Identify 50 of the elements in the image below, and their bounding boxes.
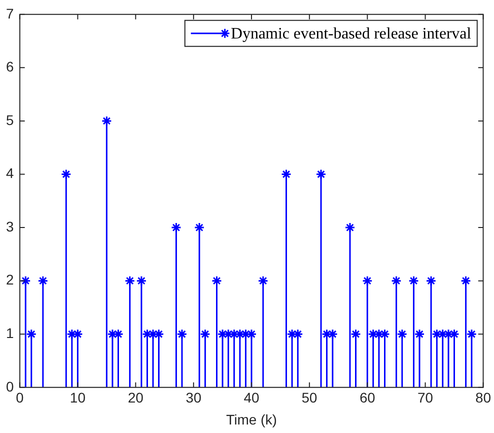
y-tick-label: 3 — [6, 218, 14, 234]
point — [60, 169, 72, 180]
x-tick-label: 60 — [360, 390, 376, 406]
point — [408, 276, 419, 286]
y-tick-label: 4 — [6, 165, 14, 182]
y-tick-label: 5 — [6, 112, 14, 128]
point — [170, 222, 182, 233]
point — [368, 328, 378, 340]
point — [362, 276, 373, 286]
y-tick-label: 2 — [6, 272, 14, 288]
point — [136, 276, 147, 286]
point — [258, 276, 268, 286]
y-tick-label: 6 — [6, 58, 14, 75]
point — [322, 328, 332, 340]
point — [432, 328, 442, 340]
point — [200, 328, 210, 340]
point — [107, 328, 118, 340]
point — [350, 328, 362, 340]
x-tick-label: 50 — [302, 390, 318, 406]
point — [426, 276, 436, 286]
point — [286, 328, 298, 340]
y-tick-label: 1 — [6, 324, 14, 341]
point — [20, 276, 31, 286]
x-tick-label: 40 — [244, 390, 260, 406]
point — [66, 328, 78, 340]
point — [101, 116, 112, 126]
x-tick-label: 0 — [16, 390, 24, 406]
x-tick-label: 70 — [417, 390, 434, 406]
point — [466, 328, 477, 340]
x-tick-label: 10 — [70, 390, 86, 406]
point — [217, 328, 228, 340]
point — [142, 328, 152, 340]
point — [124, 276, 136, 286]
point — [176, 328, 188, 340]
point — [26, 328, 37, 340]
point — [316, 169, 326, 180]
x-tick-label: 30 — [186, 390, 202, 406]
y-tick-label: 0 — [6, 378, 14, 394]
legend-label: Dynamic event-based release interval — [230, 26, 472, 43]
point — [38, 276, 48, 286]
x-tick-label: 20 — [128, 390, 144, 406]
x-axis-title: Time (k) — [226, 411, 277, 428]
point — [414, 328, 425, 340]
point — [344, 222, 356, 233]
point — [194, 222, 205, 233]
y-tick-label: 7 — [6, 5, 14, 22]
x-tick-label: 80 — [475, 390, 492, 406]
point — [391, 276, 402, 286]
point — [396, 328, 408, 340]
point — [460, 276, 472, 286]
